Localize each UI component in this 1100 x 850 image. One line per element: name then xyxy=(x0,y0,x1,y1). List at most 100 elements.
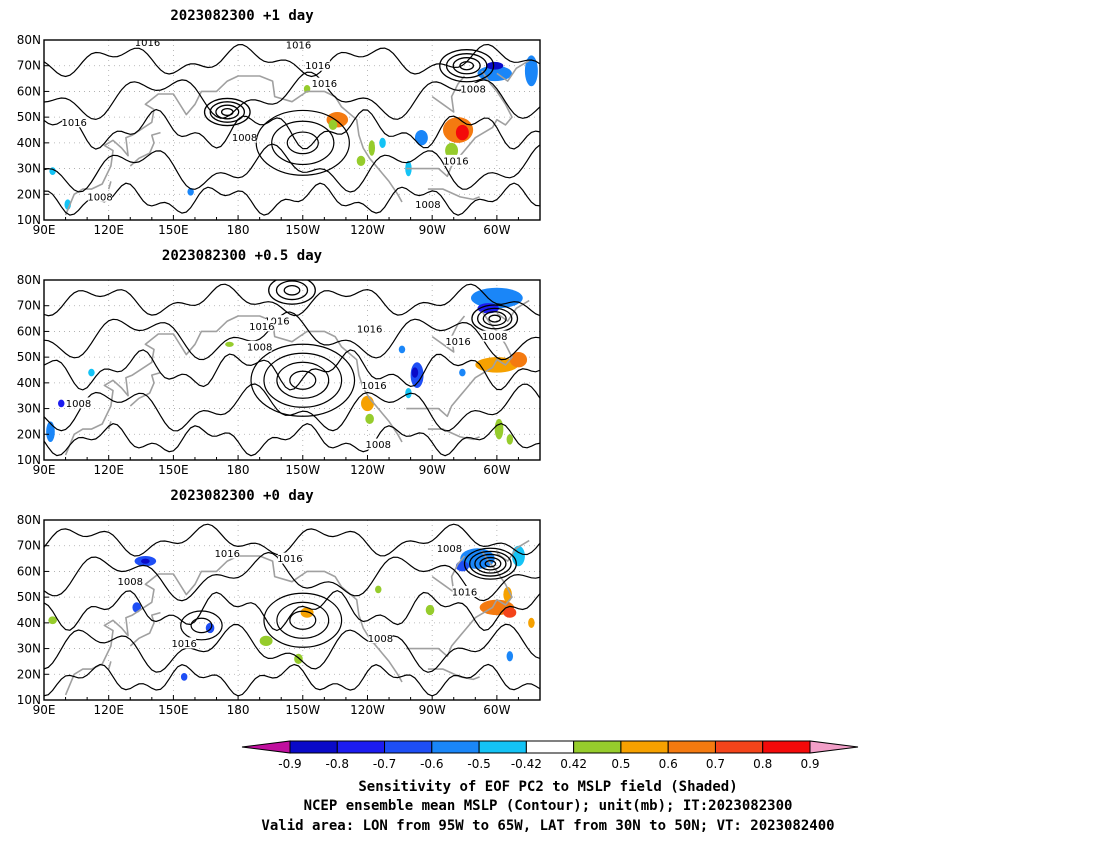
contour-label-bg xyxy=(118,575,143,587)
colorbar-label: 0.5 xyxy=(611,757,630,771)
contour-label-bg xyxy=(62,116,87,128)
mslp-contour xyxy=(44,422,540,457)
sensitivity-shade xyxy=(459,368,466,377)
x-tick-label: 150E xyxy=(158,463,189,477)
contour-label: 1016 xyxy=(312,79,337,90)
colorbar-label: -0.8 xyxy=(326,757,349,771)
contour-label-bg xyxy=(232,131,257,143)
sensitivity-shade xyxy=(48,616,57,625)
colorbar-label: 0.6 xyxy=(659,757,678,771)
low-pressure-contour xyxy=(275,280,309,301)
low-pressure-contour xyxy=(469,550,512,577)
y-tick-label: 50N xyxy=(17,590,41,604)
low-pressure-contour xyxy=(463,547,517,580)
colorbar-swatch xyxy=(620,740,669,754)
x-tick-label: 150E xyxy=(158,223,189,237)
sensitivity-shade xyxy=(486,61,504,70)
x-tick-label: 90W xyxy=(419,223,446,237)
y-tick-label: 20N xyxy=(17,667,41,681)
sensitivity-shade xyxy=(300,607,314,618)
mslp-contour xyxy=(44,349,540,391)
contour-label-bg xyxy=(357,322,382,334)
high-pressure-contour xyxy=(190,617,213,634)
x-tick-label: 90W xyxy=(419,463,446,477)
colorbar-label: 0.42 xyxy=(560,757,587,771)
sensitivity-shade xyxy=(455,124,469,141)
contour-label: 1016 xyxy=(305,61,330,72)
y-tick-label: 50N xyxy=(17,350,41,364)
sensitivity-shade xyxy=(187,187,194,196)
coastline xyxy=(129,371,161,407)
x-tick-label: 150W xyxy=(285,463,320,477)
y-tick-label: 40N xyxy=(17,136,41,150)
x-tick-label: 120W xyxy=(350,223,385,237)
low-pressure-contour xyxy=(209,101,246,123)
mslp-contour xyxy=(44,283,540,317)
contour-label: 1016 xyxy=(249,322,274,333)
low-pressure-contour xyxy=(445,53,488,79)
sensitivity-shade xyxy=(398,345,406,354)
high-pressure-contour xyxy=(250,343,356,417)
colorbar-swatch xyxy=(431,740,480,754)
sensitivity-shade xyxy=(503,586,512,603)
sensitivity-shade xyxy=(375,585,382,594)
mslp-contour xyxy=(44,143,540,193)
contour-label-bg xyxy=(249,320,274,332)
mslp-contour xyxy=(44,383,540,432)
contour-label-bg xyxy=(446,335,471,347)
contour-label-bg xyxy=(264,315,289,327)
contour-label: 1016 xyxy=(357,324,382,335)
sensitivity-shade xyxy=(259,635,273,646)
caption-line-3: Valid area: LON from 95W to 65W, LAT fro… xyxy=(261,818,834,834)
mslp-contour xyxy=(44,108,540,150)
contour-label-bg xyxy=(443,154,468,166)
contour-label: 1016 xyxy=(445,337,470,348)
contour-label: 1016 xyxy=(361,381,386,392)
high-pressure-contour xyxy=(271,120,335,166)
low-pressure-contour xyxy=(484,559,497,568)
contour-label: 1016 xyxy=(135,38,160,49)
coastline xyxy=(129,611,161,647)
low-pressure-contour xyxy=(479,556,502,571)
sensitivity-shade xyxy=(528,617,535,628)
low-pressure-contour xyxy=(215,104,240,120)
x-tick-label: 180 xyxy=(227,223,250,237)
mslp-contour xyxy=(44,551,540,602)
panel-title: 2023082300 +0.5 day xyxy=(162,248,323,264)
contour-label: 1008 xyxy=(118,577,143,588)
contour-label: 1016 xyxy=(215,549,240,560)
y-tick-label: 20N xyxy=(17,427,41,441)
low-pressure-contour xyxy=(439,49,495,83)
high-pressure-contour xyxy=(286,131,319,155)
contour-label: 1008 xyxy=(366,440,391,451)
contour-label-bg xyxy=(172,637,197,649)
caption-line-2: NCEP ensemble mean MSLP (Contour); unit(… xyxy=(304,798,793,814)
panel-title: 2023082300 +0 day xyxy=(170,488,314,504)
y-tick-label: 60N xyxy=(17,84,41,98)
coastline xyxy=(129,131,161,167)
caption-line-1: Sensitivity of EOF PC2 to MSLP field (Sh… xyxy=(358,779,737,795)
colorbar-swatch xyxy=(573,740,622,754)
mslp-contour xyxy=(44,71,540,121)
contour-label-bg xyxy=(415,198,440,210)
colorbar-label: 0.9 xyxy=(800,757,819,771)
colorbar-label: -0.9 xyxy=(278,757,301,771)
sensitivity-shade xyxy=(379,137,386,149)
y-tick-label: 10N xyxy=(17,693,41,707)
x-tick-label: 120W xyxy=(350,463,385,477)
sensitivity-shade xyxy=(405,388,412,399)
colorbar-high-extend xyxy=(809,740,859,754)
contour-label: 1016 xyxy=(171,639,196,650)
mslp-contour xyxy=(44,311,540,361)
contour-label: 1008 xyxy=(232,133,257,144)
y-tick-label: 80N xyxy=(17,513,41,527)
contour-label: 1008 xyxy=(460,84,485,95)
contour-label-bg xyxy=(452,586,477,597)
mslp-contour xyxy=(44,623,540,673)
x-tick-label: 150E xyxy=(158,703,189,717)
high-pressure-contour xyxy=(289,370,317,390)
x-tick-label: 60W xyxy=(483,463,510,477)
y-tick-label: 20N xyxy=(17,187,41,201)
coastline xyxy=(496,59,530,82)
